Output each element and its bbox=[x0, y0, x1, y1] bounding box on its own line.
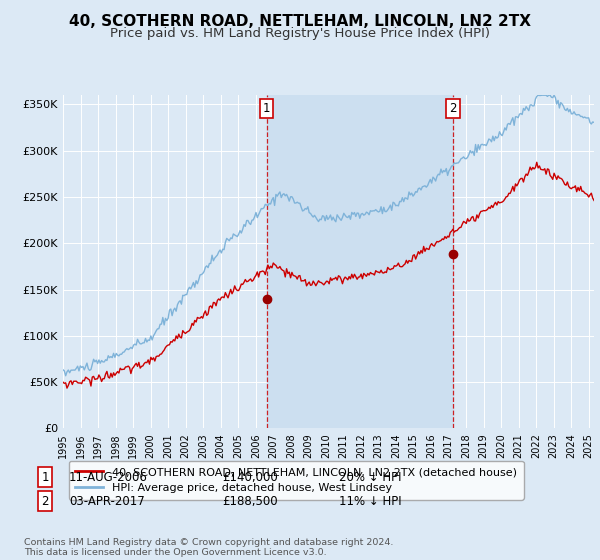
Text: 1: 1 bbox=[41, 470, 49, 484]
Text: £140,000: £140,000 bbox=[222, 470, 278, 484]
Legend: 40, SCOTHERN ROAD, NETTLEHAM, LINCOLN, LN2 2TX (detached house), HPI: Average pr: 40, SCOTHERN ROAD, NETTLEHAM, LINCOLN, L… bbox=[68, 461, 524, 500]
Text: 40, SCOTHERN ROAD, NETTLEHAM, LINCOLN, LN2 2TX: 40, SCOTHERN ROAD, NETTLEHAM, LINCOLN, L… bbox=[69, 14, 531, 29]
Bar bbox=[266, 95, 453, 428]
Text: Price paid vs. HM Land Registry's House Price Index (HPI): Price paid vs. HM Land Registry's House … bbox=[110, 27, 490, 40]
Text: 11-AUG-2006: 11-AUG-2006 bbox=[69, 470, 148, 484]
Text: 20% ↓ HPI: 20% ↓ HPI bbox=[339, 470, 401, 484]
Text: £188,500: £188,500 bbox=[222, 494, 278, 508]
Text: 2: 2 bbox=[41, 494, 49, 508]
Text: 11% ↓ HPI: 11% ↓ HPI bbox=[339, 494, 401, 508]
Text: 2: 2 bbox=[449, 102, 457, 115]
Text: Contains HM Land Registry data © Crown copyright and database right 2024.
This d: Contains HM Land Registry data © Crown c… bbox=[24, 538, 394, 557]
Text: 1: 1 bbox=[263, 102, 271, 115]
Text: 03-APR-2017: 03-APR-2017 bbox=[69, 494, 145, 508]
